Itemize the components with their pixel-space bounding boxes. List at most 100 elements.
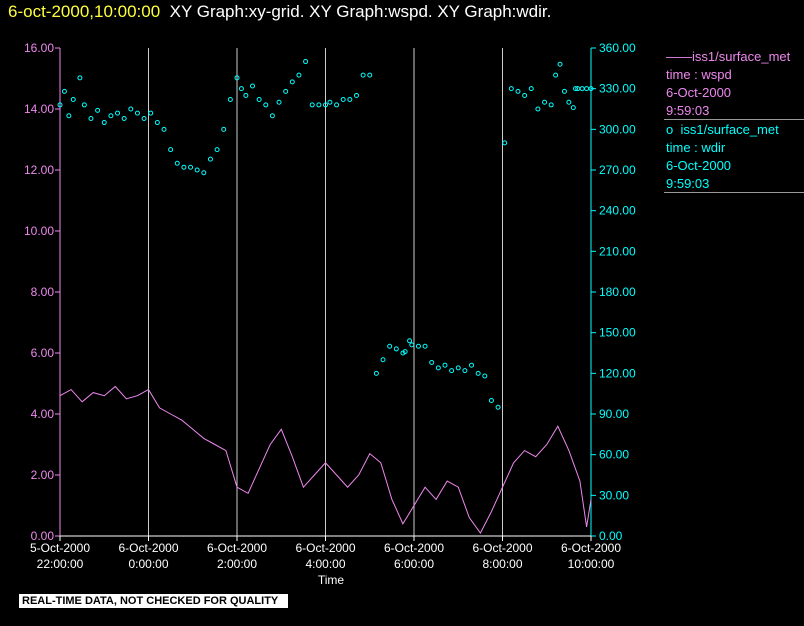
wdir-point — [415, 343, 421, 349]
right-tick-label: 180.00 — [599, 285, 636, 299]
wdir-point — [502, 140, 508, 146]
legend-var: time : wdir — [666, 140, 726, 155]
wdir-point — [482, 373, 488, 379]
wdir-point — [584, 86, 590, 92]
right-axis-ticks: 0.00 30.00 60.00 90.00 120.00 150.00 180.00 210… — [591, 41, 636, 543]
wdir-point — [128, 106, 134, 112]
wdir-point — [88, 115, 94, 121]
wdir-point — [276, 99, 282, 105]
wspd-line — [59, 385, 592, 534]
wdir-point — [327, 99, 333, 105]
x-tick-label: 10:00:00 — [568, 557, 615, 571]
right-tick-label: 360.00 — [599, 41, 636, 55]
wdir-point — [134, 110, 140, 116]
left-tick-label: 2.00 — [31, 468, 55, 482]
wdir-point — [579, 86, 585, 92]
wdir-point — [95, 107, 101, 113]
wdir-point — [442, 362, 448, 368]
wdir-point — [387, 343, 393, 349]
right-tick-label: 150.00 — [599, 326, 636, 340]
wdir-point — [283, 88, 289, 94]
right-tick-label: 210.00 — [599, 244, 636, 258]
wdir-point — [214, 147, 220, 153]
wdir-point — [238, 86, 244, 92]
wdir-point — [141, 115, 147, 121]
x-tick-label: 22:00:00 — [37, 557, 84, 571]
legend-line-marker: —— — [666, 49, 692, 64]
right-tick-label: 270.00 — [599, 163, 636, 177]
wdir-point — [462, 368, 468, 374]
wdir-point — [360, 72, 366, 78]
wdir-point — [535, 106, 541, 112]
wdir-point — [101, 120, 107, 126]
wdir-point — [570, 105, 576, 111]
legend-time: 9:59:03 — [666, 103, 710, 118]
left-tick-label: 0.00 — [31, 529, 55, 543]
x-tick-label: 6-Oct-2000 — [561, 541, 621, 555]
wdir-point — [528, 86, 534, 92]
x-tick-label: 4:00:00 — [305, 557, 345, 571]
right-tick-label: 30.00 — [599, 488, 629, 502]
wdir-point — [108, 113, 114, 119]
wdir-point — [148, 110, 154, 116]
wdir-point — [194, 167, 200, 173]
x-axis-ticks: 5-Oct-2000 22:00:00 6-Oct-2000 0:00:00 6-Oct… — [30, 536, 621, 571]
wdir-point — [121, 115, 127, 121]
grid — [148, 48, 503, 536]
legend-time: 9:59:03 — [666, 176, 710, 191]
chart-title: 6-oct-2000,10:00:00 XY Graph:xy-grid. XY… — [8, 2, 551, 22]
wdir-point — [66, 113, 72, 119]
wdir-point — [316, 102, 322, 108]
legend-source: iss1/surface_met — [692, 49, 791, 64]
wdir-point — [347, 97, 353, 103]
wdir-point — [161, 126, 167, 132]
wdir-point — [323, 102, 328, 108]
wdir-point — [174, 160, 180, 166]
wdir-point — [553, 72, 559, 78]
wdir-point — [455, 365, 461, 371]
wdir-point — [548, 102, 554, 108]
x-tick-label: 6-Oct-2000 — [295, 541, 355, 555]
x-tick-label: 6-Oct-2000 — [384, 541, 444, 555]
wdir-point — [557, 61, 563, 67]
wdir-point — [61, 88, 67, 94]
wdir-point — [168, 147, 174, 153]
wdir-point — [561, 88, 567, 94]
wdir-point — [303, 59, 309, 65]
legend-divider — [664, 192, 804, 193]
wdir-point — [449, 368, 455, 374]
wdir-point — [70, 97, 76, 103]
wdir-point — [256, 97, 262, 103]
wdir-point — [201, 170, 207, 176]
wdir-point — [588, 86, 594, 92]
wdir-point — [289, 79, 295, 85]
quality-banner: REAL-TIME DATA, NOT CHECKED FOR QUALITY — [19, 594, 289, 608]
left-axis-ticks: 0.00 2.00 4.00 6.00 8.00 10.00 12.00 14.00 16.00 — [24, 41, 60, 543]
wdir-point — [207, 156, 213, 162]
wdir-point — [435, 365, 441, 371]
wdir-point — [309, 102, 315, 108]
legend-wspd: ——iss1/surface_met time : wspd 6-Oct-200… — [666, 48, 790, 120]
wdir-point — [57, 102, 63, 108]
wdir-point — [115, 110, 121, 116]
x-tick-label: 2:00:00 — [217, 557, 257, 571]
x-tick-label: 5-Oct-2000 — [30, 541, 90, 555]
wdir-point — [488, 397, 494, 403]
x-tick-label: 6-Oct-2000 — [207, 541, 267, 555]
wdir-point — [340, 97, 346, 103]
wdir-point — [353, 92, 359, 98]
timestamp: 6-oct-2000,10:00:00 — [8, 2, 161, 21]
x-tick-label: 6-Oct-2000 — [118, 541, 178, 555]
wdir-point — [422, 343, 428, 349]
legend-date: 6-Oct-2000 — [666, 85, 732, 100]
right-tick-label: 330.00 — [599, 82, 636, 96]
wdir-point — [367, 72, 373, 78]
left-tick-label: 4.00 — [31, 407, 55, 421]
wdir-point — [573, 86, 579, 92]
x-tick-label: 8:00:00 — [482, 557, 522, 571]
wdir-point — [269, 113, 275, 119]
right-tick-label: 120.00 — [599, 366, 636, 380]
right-tick-label: 240.00 — [599, 204, 636, 218]
legend-date: 6-Oct-2000 — [666, 158, 732, 173]
